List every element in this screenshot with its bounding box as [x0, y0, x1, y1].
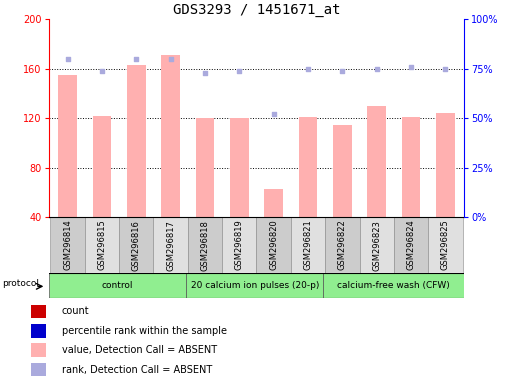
Bar	[367, 106, 386, 217]
Point	[372, 66, 381, 72]
Text: 20 calcium ion pulses (20-p): 20 calcium ion pulses (20-p)	[191, 281, 319, 290]
Point	[441, 66, 449, 72]
Bar	[188, 217, 222, 273]
Point	[338, 68, 346, 74]
Text: GSM296818: GSM296818	[201, 220, 209, 271]
Text: GSM296816: GSM296816	[132, 220, 141, 271]
Bar	[195, 118, 214, 217]
Text: protocol: protocol	[3, 280, 40, 288]
Bar	[31, 363, 46, 376]
Point	[269, 111, 278, 117]
Bar	[394, 217, 428, 273]
Bar	[222, 217, 256, 273]
Bar	[31, 324, 46, 338]
Point	[235, 68, 244, 74]
Bar	[402, 117, 421, 217]
Text: percentile rank within the sample: percentile rank within the sample	[62, 326, 227, 336]
Text: GSM296814: GSM296814	[63, 220, 72, 270]
Bar	[49, 273, 186, 298]
Text: calcium-free wash (CFW): calcium-free wash (CFW)	[338, 281, 450, 290]
Text: GSM296820: GSM296820	[269, 220, 278, 270]
Point	[304, 66, 312, 72]
Title: GDS3293 / 1451671_at: GDS3293 / 1451671_at	[173, 3, 340, 17]
Bar	[299, 117, 318, 217]
Point	[167, 56, 175, 62]
Text: GSM296825: GSM296825	[441, 220, 450, 270]
Bar	[50, 217, 85, 273]
Bar	[324, 273, 464, 298]
Point	[64, 56, 72, 62]
Bar	[256, 217, 291, 273]
Point	[201, 70, 209, 76]
Text: GSM296824: GSM296824	[406, 220, 416, 270]
Text: GSM296823: GSM296823	[372, 220, 381, 271]
Text: GSM296821: GSM296821	[304, 220, 312, 270]
Text: GSM296815: GSM296815	[97, 220, 107, 270]
Point	[98, 68, 106, 74]
Bar	[291, 217, 325, 273]
Bar	[325, 217, 360, 273]
Bar	[436, 113, 455, 217]
Text: GSM296817: GSM296817	[166, 220, 175, 271]
Bar	[153, 217, 188, 273]
Bar	[58, 75, 77, 217]
Bar	[127, 65, 146, 217]
Bar	[230, 118, 249, 217]
Bar	[428, 217, 463, 273]
Text: GSM296822: GSM296822	[338, 220, 347, 270]
Text: GSM296819: GSM296819	[235, 220, 244, 270]
Bar	[333, 126, 352, 217]
Point	[132, 56, 141, 62]
Bar	[119, 217, 153, 273]
Bar	[85, 217, 119, 273]
Point	[407, 64, 415, 70]
Bar	[161, 55, 180, 217]
Bar	[31, 343, 46, 357]
Text: count: count	[62, 306, 89, 316]
Bar	[360, 217, 394, 273]
Text: control: control	[102, 281, 133, 290]
Bar	[31, 305, 46, 318]
Bar	[186, 273, 324, 298]
Text: rank, Detection Call = ABSENT: rank, Detection Call = ABSENT	[62, 365, 212, 375]
Bar	[264, 189, 283, 217]
Text: value, Detection Call = ABSENT: value, Detection Call = ABSENT	[62, 345, 216, 355]
Bar	[92, 116, 111, 217]
